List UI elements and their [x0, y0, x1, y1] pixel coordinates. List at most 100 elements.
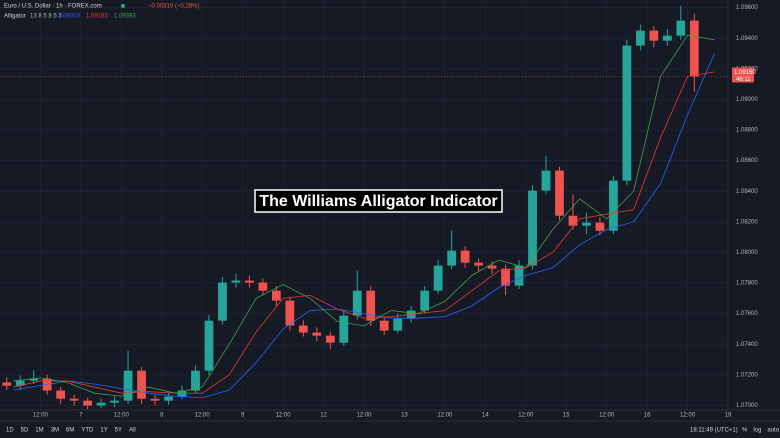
y-tick-label: 1.08400: [736, 189, 758, 195]
candle-body: [541, 170, 551, 191]
y-tick-label: 1.07000: [736, 403, 758, 409]
candle-body: [2, 382, 12, 386]
range-button[interactable]: 5Y: [115, 428, 122, 434]
candle-body: [622, 45, 632, 181]
price-label-bg: [732, 67, 754, 83]
x-tick-label: 12:00: [195, 413, 211, 419]
candle-body: [110, 400, 119, 403]
candle-body: [662, 35, 672, 41]
x-tick-label: 16: [644, 413, 651, 419]
y-tick-label: 1.09000: [736, 97, 758, 103]
x-tick-label: 19: [725, 413, 732, 419]
indicator-name: Alligator: [4, 14, 26, 20]
candle-body: [528, 190, 537, 266]
y-tick-label: 1.08800: [736, 128, 758, 134]
market-status: [121, 4, 125, 8]
candle-body: [501, 268, 510, 286]
indicator-params: 13 8 5 8 5 3: [30, 14, 62, 20]
candle-body: [514, 265, 524, 286]
range-button[interactable]: 1M: [35, 428, 43, 434]
x-tick-label: 8: [160, 413, 164, 419]
candle-body: [56, 390, 66, 399]
x-tick-label: 12:00: [518, 413, 534, 419]
axis-option[interactable]: auto: [767, 428, 779, 434]
range-button[interactable]: YTD: [81, 428, 94, 434]
range-button[interactable]: 3M: [51, 428, 59, 434]
x-tick-label: 15: [563, 413, 570, 419]
candle-body: [83, 400, 93, 406]
candle-body: [474, 262, 483, 266]
indicator-value: 1.09183: [86, 14, 108, 20]
candle-body: [164, 396, 173, 401]
candle-body: [271, 290, 281, 301]
candle-body: [649, 30, 659, 41]
x-tick-label: 12:00: [114, 413, 130, 419]
alligator-line: [13, 71, 715, 394]
candle-body: [339, 315, 349, 343]
y-tick-label: 1.08600: [736, 158, 758, 164]
candle-body: [137, 370, 146, 399]
candle-body: [689, 20, 699, 77]
indicator-value: 1.09303: [58, 14, 80, 20]
candle-body: [379, 320, 389, 331]
x-tick-label: 12:00: [680, 413, 696, 419]
axis-option[interactable]: log: [753, 428, 761, 434]
candle-body: [69, 398, 79, 401]
candle-body: [150, 398, 160, 401]
y-tick-label: 1.09600: [736, 5, 758, 11]
candle-body: [460, 250, 470, 263]
range-button[interactable]: 5D: [21, 428, 29, 434]
candle-body: [204, 320, 214, 371]
countdown: 46:11: [736, 77, 751, 83]
symbol: Euro / U.S. Dollar · 1h · FOREX.com: [4, 4, 102, 10]
range-button[interactable]: All: [129, 428, 136, 434]
x-tick-label: 12:00: [437, 413, 453, 419]
candle-body: [366, 290, 376, 321]
x-tick-label: 12:00: [276, 413, 292, 419]
candle-body: [555, 170, 564, 216]
x-tick-label: 9: [241, 413, 245, 419]
candle-body: [609, 180, 618, 231]
candle-body: [420, 290, 430, 311]
y-tick-label: 1.08200: [736, 219, 758, 225]
y-tick-label: 1.09400: [736, 36, 758, 42]
y-tick-label: 1.08000: [736, 250, 758, 256]
range-button[interactable]: 1D: [6, 428, 14, 434]
candle-body: [635, 30, 645, 46]
candle-body: [676, 20, 686, 36]
alligator-line: [13, 34, 715, 397]
change: −0.00310 (−0.28%): [148, 4, 199, 10]
candle-body: [595, 222, 605, 231]
candle-body: [123, 370, 133, 401]
candle-body: [191, 370, 200, 391]
candle-body: [96, 402, 106, 406]
x-tick-label: 14: [482, 413, 489, 419]
x-tick-label: 12:00: [599, 413, 615, 419]
candle-body: [582, 222, 591, 226]
y-tick-label: 1.07200: [736, 372, 758, 378]
x-tick-label: 12: [320, 413, 327, 419]
x-tick-label: 7: [79, 413, 83, 419]
candle-body: [231, 280, 241, 283]
indicator-value: 1.09393: [114, 14, 136, 20]
overlay-box: [254, 189, 503, 213]
range-button[interactable]: 1Y: [100, 428, 107, 434]
candle-body: [487, 265, 497, 269]
candle-body: [258, 282, 268, 291]
candle-body: [218, 282, 227, 321]
overlay: The Williams Alligator Indicator: [254, 189, 503, 213]
candle-body: [325, 335, 335, 343]
range-button[interactable]: 6M: [66, 428, 74, 434]
axis-option[interactable]: %: [742, 428, 748, 434]
clock: 18:11:49 (UTC+1): [690, 428, 738, 434]
candle-body: [352, 290, 362, 316]
overlay-title: The Williams Alligator Indicator: [259, 193, 497, 210]
candle-body: [447, 250, 457, 266]
candle-body: [285, 300, 295, 326]
candle-body: [393, 318, 403, 331]
y-tick-label: 1.07400: [736, 342, 758, 348]
x-tick-label: 12:00: [356, 413, 372, 419]
candle-body: [15, 380, 25, 386]
x-tick-label: 12:00: [33, 413, 49, 419]
